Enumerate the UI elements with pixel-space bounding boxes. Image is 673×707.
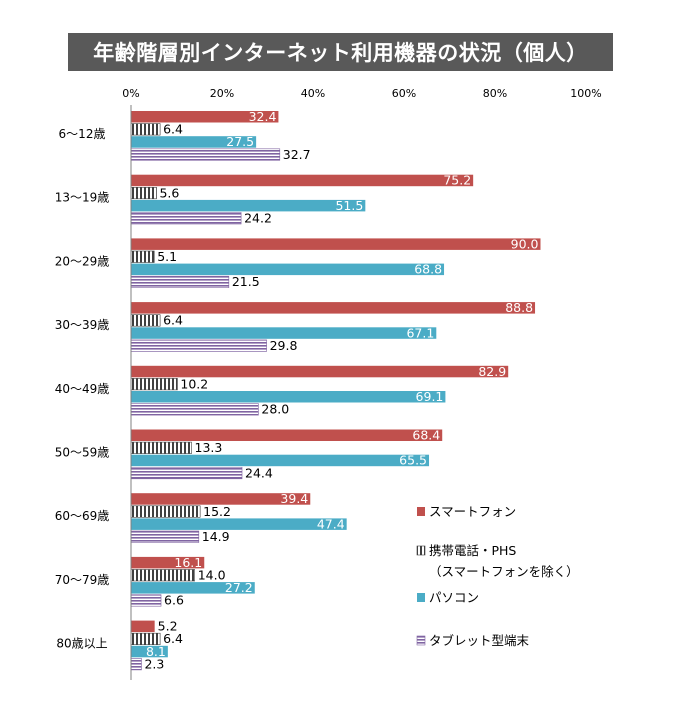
data-label: 27.5 <box>226 134 254 149</box>
data-label: 88.8 <box>505 300 533 315</box>
bar-pc <box>131 136 257 148</box>
category-label: 40～49歳 <box>55 382 110 396</box>
x-tick-label: 20% <box>210 87 234 100</box>
data-label: 28.0 <box>261 402 289 417</box>
bar-pc <box>131 518 347 530</box>
category-label: 80歳以上 <box>56 637 107 651</box>
bar-tablet <box>130 658 142 671</box>
data-label: 27.2 <box>225 580 253 595</box>
data-label: 16.1 <box>174 555 202 570</box>
data-label: 32.7 <box>283 147 311 162</box>
bar-pc <box>131 582 255 594</box>
bar-pc <box>131 199 366 212</box>
data-label: 5.1 <box>157 249 177 264</box>
bar-smartphone <box>131 429 443 441</box>
legend-swatch <box>417 507 425 516</box>
bar-tablet <box>130 339 267 352</box>
data-label: 39.4 <box>280 491 308 506</box>
bar-tablet <box>130 466 243 480</box>
bar-pc <box>131 263 445 276</box>
bar-pc <box>131 327 437 339</box>
bar-tablet <box>130 594 162 607</box>
bar-tablet <box>130 148 281 161</box>
legend-label: パソコン <box>429 590 479 605</box>
data-label: 47.4 <box>317 516 345 531</box>
category-label: 60～69歳 <box>55 509 110 523</box>
data-label: 14.0 <box>198 568 226 583</box>
legend-label: スマートフォン <box>429 504 516 519</box>
bar-smartphone <box>131 493 311 505</box>
data-label: 24.4 <box>245 465 273 480</box>
bar-smartphone <box>131 174 474 187</box>
x-tick-label: 40% <box>301 87 325 100</box>
category-label: 20～29歳 <box>55 254 110 268</box>
data-label: 32.4 <box>249 109 277 124</box>
data-label: 14.9 <box>202 529 230 544</box>
x-tick-label: 60% <box>392 87 416 100</box>
category-label: 70～79歳 <box>55 573 110 587</box>
chart-title: 年齢階層別インターネット利用機器の状況（個人） <box>68 33 613 71</box>
bar-smartphone <box>131 111 279 123</box>
bar-pc <box>131 391 446 403</box>
bar-smartphone <box>131 302 536 314</box>
bar-pc <box>131 454 430 467</box>
bar-mobile-phs <box>130 441 192 454</box>
x-tick-label: 80% <box>483 87 507 100</box>
legend-swatch <box>417 593 425 602</box>
data-label: 2.3 <box>144 656 164 671</box>
bar-mobile-phs <box>130 314 161 327</box>
data-label: 75.2 <box>443 173 471 188</box>
category-label: 30～39歳 <box>55 318 110 332</box>
data-label: 90.0 <box>511 236 539 251</box>
data-label: 6.6 <box>164 593 184 608</box>
bar-smartphone <box>131 556 205 569</box>
category-label: 6～12歳 <box>59 127 106 141</box>
data-label: 29.8 <box>270 338 298 353</box>
bar-pc <box>131 645 168 658</box>
legend-label: タブレット型端末 <box>429 633 530 648</box>
data-label: 8.1 <box>146 644 166 659</box>
bar-mobile-phs <box>130 505 201 518</box>
bar-tablet <box>130 212 242 225</box>
data-label: 5.6 <box>159 185 179 200</box>
bar-tablet <box>130 403 259 416</box>
bar-mobile-phs <box>130 187 157 200</box>
data-label: 67.1 <box>406 325 434 340</box>
data-label: 24.2 <box>244 211 272 226</box>
legend-label: 携帯電話・PHS <box>429 543 516 558</box>
legend-swatch <box>416 545 426 556</box>
bar-mobile-phs <box>130 123 161 136</box>
legend-swatch <box>416 635 426 646</box>
bar-mobile-phs <box>130 569 196 582</box>
bar-smartphone <box>131 620 155 633</box>
data-label: 6.4 <box>163 313 183 328</box>
data-label: 5.2 <box>158 619 178 634</box>
x-tick-label: 0% <box>122 87 139 100</box>
bar-mobile-phs <box>130 378 178 391</box>
legend-label: （スマートフォンを除く） <box>429 564 579 579</box>
x-tick-label: 100% <box>570 87 601 100</box>
category-label: 50～59歳 <box>55 446 110 460</box>
data-label: 15.2 <box>203 504 231 519</box>
data-label: 68.4 <box>412 428 440 443</box>
data-label: 6.4 <box>163 122 183 137</box>
data-label: 82.9 <box>478 364 506 379</box>
data-label: 6.4 <box>163 631 183 646</box>
bar-mobile-phs <box>130 250 155 263</box>
bar-smartphone <box>131 365 509 378</box>
bar-smartphone <box>131 238 541 250</box>
data-label: 10.2 <box>180 376 208 391</box>
bar-tablet <box>130 275 230 289</box>
data-label: 13.3 <box>195 440 223 455</box>
data-label: 69.1 <box>416 389 444 404</box>
category-label: 13～19歳 <box>55 191 110 205</box>
data-label: 65.5 <box>399 453 427 468</box>
data-label: 21.5 <box>232 274 260 289</box>
data-label: 68.8 <box>414 262 442 277</box>
bar-tablet <box>130 530 200 543</box>
data-label: 51.5 <box>335 198 363 213</box>
